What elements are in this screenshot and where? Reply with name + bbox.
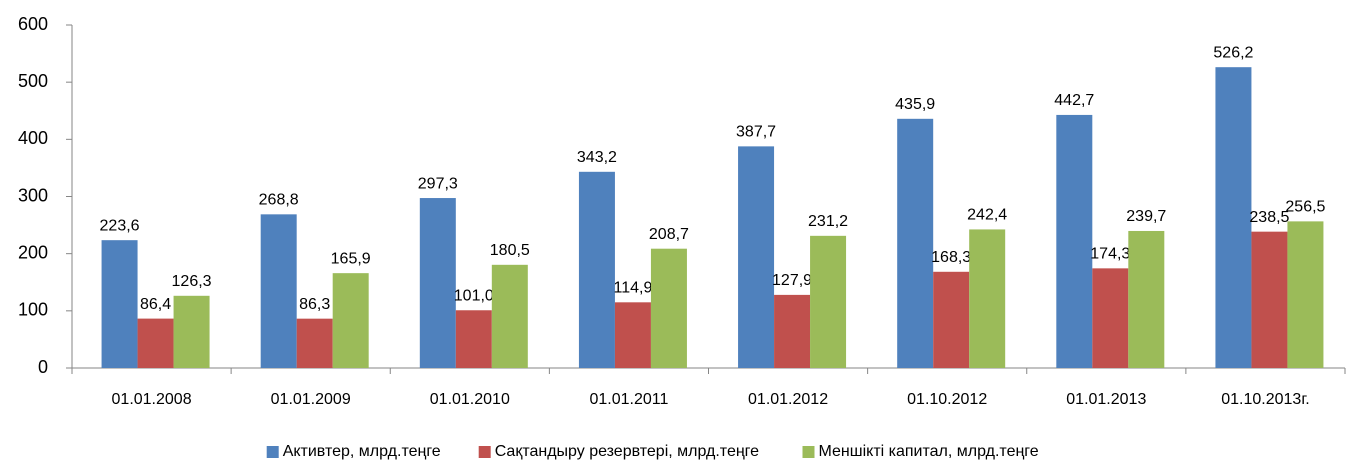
value-label: 126,3 [172, 273, 212, 290]
value-label: 343,2 [577, 149, 617, 166]
x-tick-label: 01.10.2013г. [1221, 391, 1309, 408]
bar [578, 171, 615, 368]
bar [1287, 221, 1324, 368]
value-label: 114,9 [614, 280, 653, 297]
bar [1092, 268, 1129, 368]
bar [101, 240, 138, 368]
bar [969, 229, 1006, 368]
value-label: 223,6 [100, 217, 140, 234]
bar [738, 146, 775, 368]
value-label: 268,8 [259, 192, 299, 209]
bar [173, 295, 210, 368]
value-label: 387,7 [736, 124, 776, 141]
y-tick-label: 100 [18, 300, 48, 320]
legend-swatch [478, 446, 491, 458]
legend-swatch [266, 446, 279, 458]
bar [1056, 114, 1093, 369]
legend-label: Меншікті капитал, млрд.теңге [819, 443, 1039, 460]
value-label: 297,3 [418, 175, 458, 192]
y-tick-label: 400 [18, 128, 48, 148]
value-label: 86,4 [140, 296, 171, 313]
x-tick-label: 01.01.2010 [430, 391, 510, 408]
legend-label: Активтер, млрд.теңге [283, 443, 441, 460]
bar [1128, 230, 1165, 368]
x-tick-label: 01.01.2013 [1066, 391, 1146, 408]
value-label: 526,2 [1213, 44, 1253, 61]
bar [933, 271, 970, 368]
bar [419, 198, 456, 368]
bar [1215, 67, 1252, 369]
y-tick-label: 200 [18, 242, 48, 262]
x-tick-label: 01.01.2011 [589, 391, 668, 408]
bar [1251, 231, 1288, 368]
y-tick-label: 600 [18, 14, 48, 34]
value-label: 86,3 [299, 296, 330, 313]
bar [137, 318, 174, 368]
y-tick-label: 300 [18, 185, 48, 205]
value-label: 101,0 [454, 287, 494, 304]
value-label: 256,5 [1285, 199, 1325, 216]
y-tick-label: 500 [18, 71, 48, 91]
x-tick-label: 01.01.2008 [112, 391, 192, 408]
value-label: 127,9 [772, 272, 812, 289]
x-tick-label: 01.01.2009 [271, 391, 351, 408]
bar [774, 294, 811, 368]
value-label: 435,9 [895, 96, 935, 113]
bar [614, 302, 651, 368]
value-label: 208,7 [649, 226, 689, 243]
bar [491, 264, 528, 368]
bar [455, 310, 492, 368]
value-label: 242,4 [967, 207, 1007, 224]
bar [650, 248, 687, 368]
legend-swatch [802, 446, 815, 458]
y-tick-label: 0 [38, 357, 48, 377]
value-label: 180,5 [490, 242, 530, 259]
value-label: 174,3 [1090, 246, 1130, 263]
bar [332, 273, 369, 368]
bar [897, 118, 934, 368]
value-label: 442,7 [1054, 92, 1094, 109]
legend-label: Сақтандыру резервтері, млрд.теңге [495, 443, 759, 460]
x-tick-label: 01.01.2012 [748, 391, 828, 408]
bar [296, 318, 333, 368]
value-label: 231,2 [808, 213, 848, 230]
value-label: 239,7 [1126, 208, 1166, 225]
value-label: 238,5 [1249, 209, 1289, 226]
value-label: 165,9 [331, 250, 371, 267]
bar [810, 235, 847, 368]
bar [260, 214, 297, 368]
x-tick-label: 01.10.2012 [907, 391, 987, 408]
value-label: 168,3 [931, 249, 971, 266]
